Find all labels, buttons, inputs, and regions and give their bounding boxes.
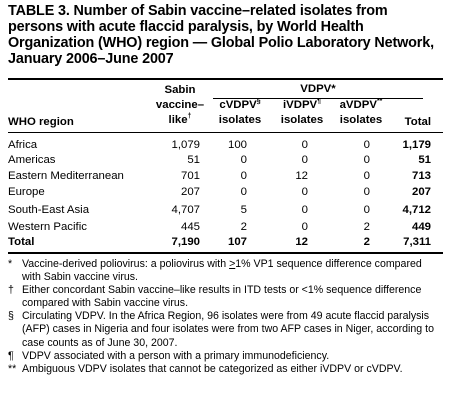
footnote: ** Ambiguous VDPV isolates that cannot be… [8, 362, 403, 375]
cell-cvdpv: 0 [240, 154, 247, 166]
header-avdpv: aVDPV** [339, 98, 383, 111]
header-cvdpv: cVDPV§ [219, 98, 261, 111]
cell-cvdpv: 107 [227, 236, 247, 248]
cell-region: Europe [8, 186, 45, 198]
top-rule [8, 78, 443, 80]
footnote-mark: ¶ [8, 349, 14, 362]
cell-region: Western Pacific [8, 221, 87, 233]
cell-total: 713 [411, 170, 431, 182]
footnote: § Circulating VDPV. In the Africa Region,… [8, 310, 434, 349]
cell-region: Americas [8, 154, 56, 166]
header-region: WHO region [8, 116, 74, 128]
footnote-mark: ** [8, 362, 17, 375]
cell-sabin: 7,190 [171, 236, 200, 248]
header-sabin-line1: Sabin [164, 84, 196, 96]
cell-sabin: 4,707 [171, 204, 200, 216]
cell-avdpv: 0 [363, 170, 370, 182]
footnote-mark: † [8, 284, 14, 297]
cell-cvdpv: 100 [227, 139, 247, 151]
cell-sabin: 51 [187, 154, 200, 166]
footnote: * Vaccine-derived poliovirus: a polioviru… [8, 258, 422, 284]
cell-region: Eastern Mediterranean [8, 170, 124, 182]
header-vdpv: VDPV* [300, 83, 336, 95]
header-cvdpv-isolates: isolates [218, 114, 262, 126]
vdpv-span-rule [213, 98, 423, 99]
cell-total: 449 [411, 221, 431, 233]
bottom-rule [8, 252, 443, 254]
cell-cvdpv: 0 [240, 186, 247, 198]
footnote: ¶ VDPV associated with a person with a pr… [8, 349, 330, 362]
header-ivdpv-isolates: isolates [280, 114, 324, 126]
cell-total: 4,712 [402, 204, 431, 216]
footnote-mark: § [8, 310, 14, 323]
footnotes: * Vaccine-derived poliovirus: a polioviru… [8, 258, 443, 376]
cell-avdpv: 0 [363, 204, 370, 216]
cell-ivdpv: 0 [301, 221, 308, 233]
header-ivdpv: iVDPV¶ [282, 98, 322, 111]
cell-cvdpv: 5 [240, 204, 247, 216]
cell-region: Total [8, 236, 35, 248]
cell-avdpv: 2 [363, 236, 370, 248]
cell-ivdpv: 0 [301, 186, 308, 198]
cell-avdpv: 2 [363, 221, 370, 233]
cell-region: South-East Asia [8, 204, 90, 216]
cell-cvdpv: 2 [240, 221, 247, 233]
cell-sabin: 701 [180, 170, 200, 182]
cell-cvdpv: 0 [240, 170, 247, 182]
cell-ivdpv: 12 [295, 236, 308, 248]
header-rule [8, 132, 443, 133]
header-total: Total [404, 116, 431, 128]
table-title: TABLE 3. Number of Sabin vaccine–related… [8, 3, 434, 67]
footnote: † Either concordant Sabin vaccine–like re… [8, 284, 422, 310]
cell-total: 7,311 [403, 236, 431, 248]
cell-ivdpv: 12 [295, 170, 308, 182]
cell-sabin: 1,079 [171, 139, 200, 151]
cell-total: 207 [411, 186, 431, 198]
footnote-mark: * [8, 258, 13, 270]
cell-sabin: 445 [180, 221, 200, 233]
cell-ivdpv: 0 [301, 204, 308, 216]
cell-ivdpv: 0 [301, 139, 308, 151]
cell-region: Africa [8, 139, 38, 151]
cell-avdpv: 0 [363, 139, 370, 151]
header-sabin-line3: like† [168, 113, 192, 126]
cell-avdpv: 0 [363, 154, 370, 166]
cell-sabin: 207 [180, 186, 200, 198]
cell-total: 51 [418, 154, 431, 166]
cell-avdpv: 0 [363, 186, 370, 198]
header-sabin-line2: vaccine– [155, 99, 205, 111]
header-avdpv-isolates: isolates [339, 114, 383, 126]
cell-ivdpv: 0 [301, 154, 308, 166]
cell-total: 1,179 [402, 139, 431, 151]
